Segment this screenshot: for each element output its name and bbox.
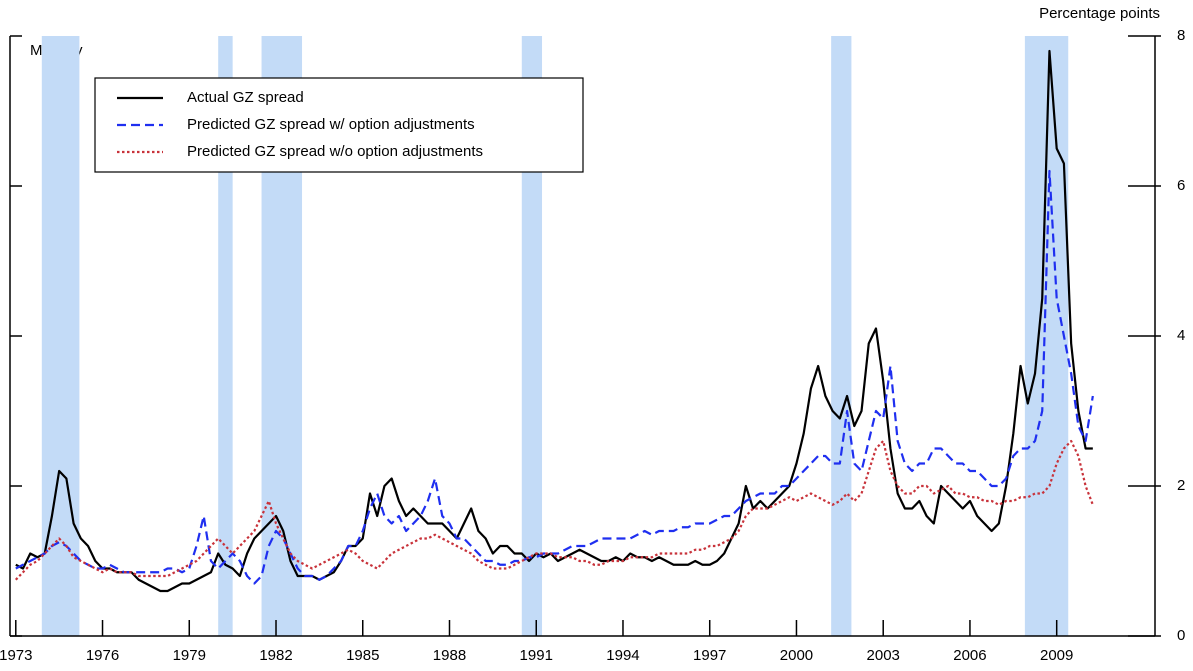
x-tick-label: 1973 [0,647,32,664]
x-tick-label: 2006 [953,647,986,664]
y-tick-label: 0 [1177,627,1185,644]
x-tick-label: 2009 [1040,647,1073,664]
recession-shading [41,36,80,636]
x-tick-label: 1985 [346,647,379,664]
y-tick-label: 4 [1177,327,1185,344]
legend-label: Predicted GZ spread w/o option adjustmen… [187,143,483,160]
x-tick-label: 1976 [86,647,119,664]
y-tick-label: 6 [1177,177,1185,194]
recession-shading [521,36,543,636]
legend-label: Predicted GZ spread w/ option adjustment… [187,116,475,133]
series-line [15,169,1094,585]
recession-shading [831,36,852,636]
legend: Actual GZ spread Predicted GZ spread w/ o… [94,77,584,173]
legend-box [94,77,584,173]
x-tick-label: 1991 [520,647,553,664]
x-tick-label: 1994 [606,647,639,664]
recession-shading [218,36,233,636]
y-axis-label: Percentage points [1039,5,1160,22]
x-tick-label: 1997 [693,647,726,664]
legend-label: Actual GZ spread [187,89,304,106]
y-tick-label: 8 [1177,27,1185,44]
x-tick-label: 1982 [259,647,292,664]
series-line [15,49,1093,593]
x-tick-label: 2003 [867,647,900,664]
x-tick-label: 1988 [433,647,466,664]
series-line [14,439,1094,581]
x-tick-label: 2000 [780,647,813,664]
x-tick-label: 1979 [173,647,206,664]
y-tick-label: 2 [1177,477,1185,494]
